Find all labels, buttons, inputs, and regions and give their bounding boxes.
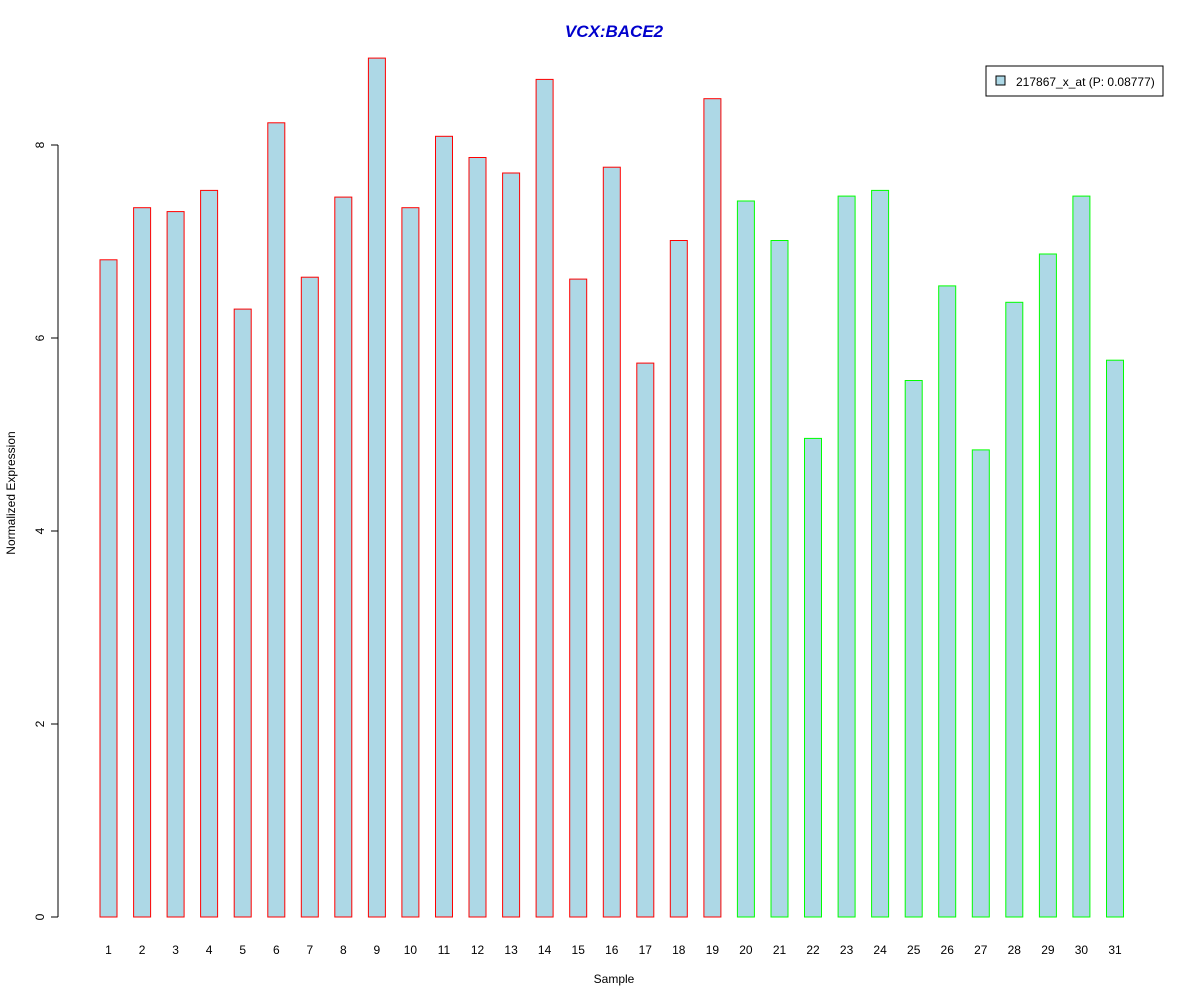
legend-box: [985, 65, 1164, 97]
bar-sample-1: [99, 259, 118, 918]
bar-sample-12: [468, 157, 487, 918]
chart-title: VCX:BACE2: [565, 22, 664, 41]
bar-sample-23: [837, 195, 856, 918]
bar-sample-28: [1005, 301, 1024, 918]
x-tick-label: 21: [773, 943, 787, 957]
y-tick-label: 2: [33, 720, 47, 727]
y-tick-label: 0: [33, 913, 47, 920]
bar-sample-3: [166, 211, 185, 918]
bar-sample-15: [569, 278, 588, 918]
bar-sample-2: [133, 207, 152, 918]
bar-sample-9: [367, 57, 386, 918]
x-tick-label: 2: [139, 943, 146, 957]
x-tick-label: 23: [840, 943, 854, 957]
x-tick-label: 26: [941, 943, 955, 957]
x-tick-label: 25: [907, 943, 921, 957]
bar-sample-18: [669, 240, 688, 918]
x-tick-label: 8: [340, 943, 347, 957]
x-axis-label: Sample: [594, 972, 635, 986]
bar-sample-14: [535, 78, 554, 918]
bar-sample-19: [703, 98, 722, 918]
x-tick-label: 16: [605, 943, 619, 957]
x-tick-label: 3: [172, 943, 179, 957]
legend: 217867_x_at (P: 0.08777): [985, 65, 1164, 97]
x-tick-label: 15: [572, 943, 586, 957]
x-tick-label: 28: [1008, 943, 1022, 957]
x-tick-label: 1: [105, 943, 112, 957]
legend-swatch: [995, 75, 1006, 86]
bar-sample-6: [267, 122, 286, 918]
y-axis-label: Normalized Expression: [4, 431, 18, 554]
bar-sample-20: [736, 200, 755, 918]
x-tick-label: 24: [873, 943, 887, 957]
bar-sample-5: [233, 308, 252, 918]
bar-sample-17: [636, 362, 655, 918]
bar-sample-27: [971, 449, 990, 918]
bar-sample-22: [804, 437, 822, 918]
bars-group: [99, 57, 1124, 918]
y-tick-label: 6: [33, 334, 47, 341]
x-tick-labels: 1 2 3 4 5 6 7 8 9 10 11 12 13 14 15 16 17 18 19 20 21 22 23 24 2…: [105, 943, 1122, 957]
bar-sample-11: [435, 135, 453, 918]
x-tick-label: 5: [239, 943, 246, 957]
legend-label: 217867_x_at (P: 0.08777): [1016, 75, 1155, 89]
bar-sample-24: [871, 189, 890, 918]
x-tick-label: 12: [471, 943, 485, 957]
x-tick-label: 13: [504, 943, 518, 957]
y-tick-label: 4: [33, 527, 47, 534]
x-tick-label: 4: [206, 943, 213, 957]
bar-sample-25: [904, 380, 923, 918]
bar-sample-8: [334, 196, 353, 918]
x-tick-label: 30: [1075, 943, 1089, 957]
x-tick-label: 9: [374, 943, 381, 957]
bar-sample-30: [1072, 195, 1091, 918]
bar-sample-21: [770, 240, 789, 918]
y-axis: 0 2 4 6 8: [33, 141, 59, 920]
x-tick-label: 11: [438, 943, 451, 957]
x-tick-label: 10: [404, 943, 418, 957]
bar-sample-29: [1038, 253, 1057, 918]
bar-sample-4: [200, 189, 219, 918]
x-tick-label: 29: [1041, 943, 1055, 957]
bar-sample-31: [1106, 359, 1124, 918]
bar-sample-26: [938, 285, 957, 918]
x-tick-label: 22: [806, 943, 820, 957]
x-tick-label: 14: [538, 943, 552, 957]
x-tick-label: 27: [974, 943, 988, 957]
x-tick-label: 19: [706, 943, 720, 957]
y-tick-label: 8: [33, 141, 47, 148]
x-tick-label: 31: [1108, 943, 1122, 957]
bar-sample-16: [602, 166, 621, 918]
bar-sample-10: [401, 207, 420, 918]
x-tick-label: 18: [672, 943, 686, 957]
bar-sample-7: [300, 276, 319, 918]
x-tick-label: 20: [739, 943, 753, 957]
x-tick-label: 17: [639, 943, 653, 957]
x-tick-label: 6: [273, 943, 280, 957]
x-tick-label: 7: [306, 943, 313, 957]
bar-sample-13: [502, 172, 521, 918]
